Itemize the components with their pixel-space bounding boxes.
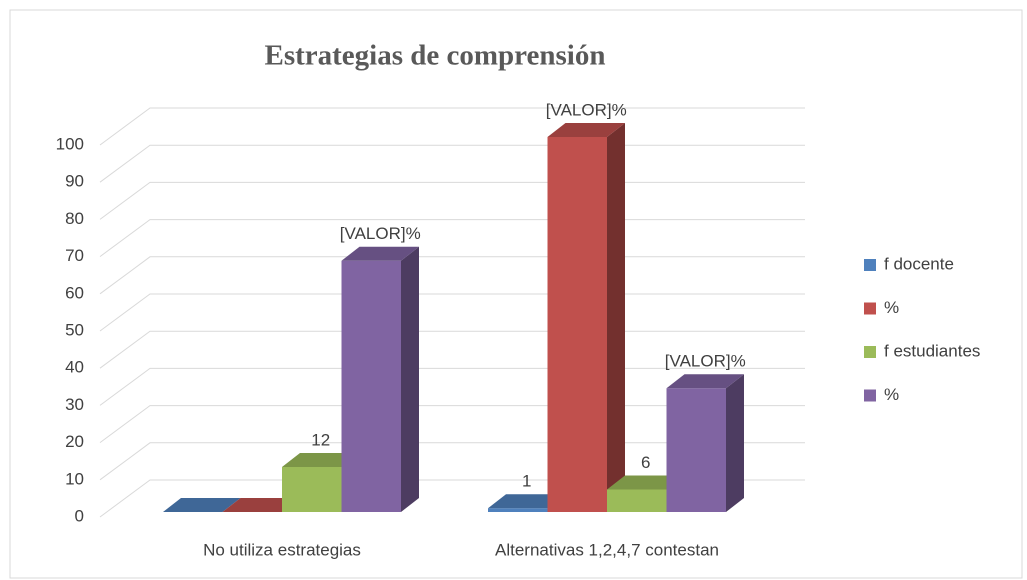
y-tick-label: 20 bbox=[65, 432, 84, 451]
bar bbox=[341, 260, 401, 512]
bar bbox=[666, 388, 726, 512]
legend-label: % bbox=[884, 385, 899, 404]
grid-line bbox=[99, 107, 805, 146]
x-tick-label: No utiliza estrategias bbox=[203, 540, 361, 559]
data-label: 12 bbox=[311, 430, 330, 449]
x-tick-label: Alternativas 1,2,4,7 contestan bbox=[495, 540, 719, 559]
legend-swatch bbox=[864, 346, 876, 358]
y-tick-label: 60 bbox=[65, 283, 84, 302]
y-tick-label: 50 bbox=[65, 320, 84, 339]
data-label: 6 bbox=[641, 453, 650, 472]
data-label: [VALOR]% bbox=[546, 100, 627, 119]
chart-title: Estrategias de comprensión bbox=[264, 40, 605, 72]
bar-top bbox=[282, 453, 360, 467]
bar-top bbox=[547, 123, 625, 137]
bar bbox=[547, 137, 607, 512]
bar-side bbox=[607, 123, 625, 512]
bar-top bbox=[666, 374, 744, 389]
y-tick-label: 30 bbox=[65, 395, 84, 414]
data-label: 1 bbox=[522, 472, 531, 491]
y-tick-label: 80 bbox=[65, 209, 84, 228]
legend-label: f estudiantes bbox=[884, 341, 980, 360]
bar-top bbox=[222, 498, 300, 512]
legend-swatch bbox=[864, 389, 876, 402]
legend-label: % bbox=[884, 298, 899, 317]
y-tick-label: 90 bbox=[65, 172, 84, 191]
y-tick-label: 40 bbox=[65, 358, 84, 377]
legend-label: f docente bbox=[884, 254, 954, 273]
bar-top bbox=[488, 494, 566, 509]
bar bbox=[488, 508, 548, 512]
bar-top bbox=[341, 246, 419, 261]
bar bbox=[282, 467, 342, 512]
bar-side bbox=[726, 374, 744, 512]
bar-top bbox=[607, 475, 685, 490]
y-tick-label: 10 bbox=[65, 469, 84, 488]
y-tick-label: 70 bbox=[65, 246, 84, 265]
legend-swatch bbox=[864, 259, 876, 271]
bar bbox=[607, 489, 667, 512]
bar-side bbox=[401, 246, 419, 512]
bar-top bbox=[163, 498, 241, 512]
data-label: [VALOR]% bbox=[340, 224, 421, 243]
legend-swatch bbox=[864, 302, 876, 315]
y-tick-label: 100 bbox=[56, 134, 84, 153]
y-tick-label: 0 bbox=[75, 506, 84, 525]
data-label: [VALOR]% bbox=[665, 352, 746, 371]
